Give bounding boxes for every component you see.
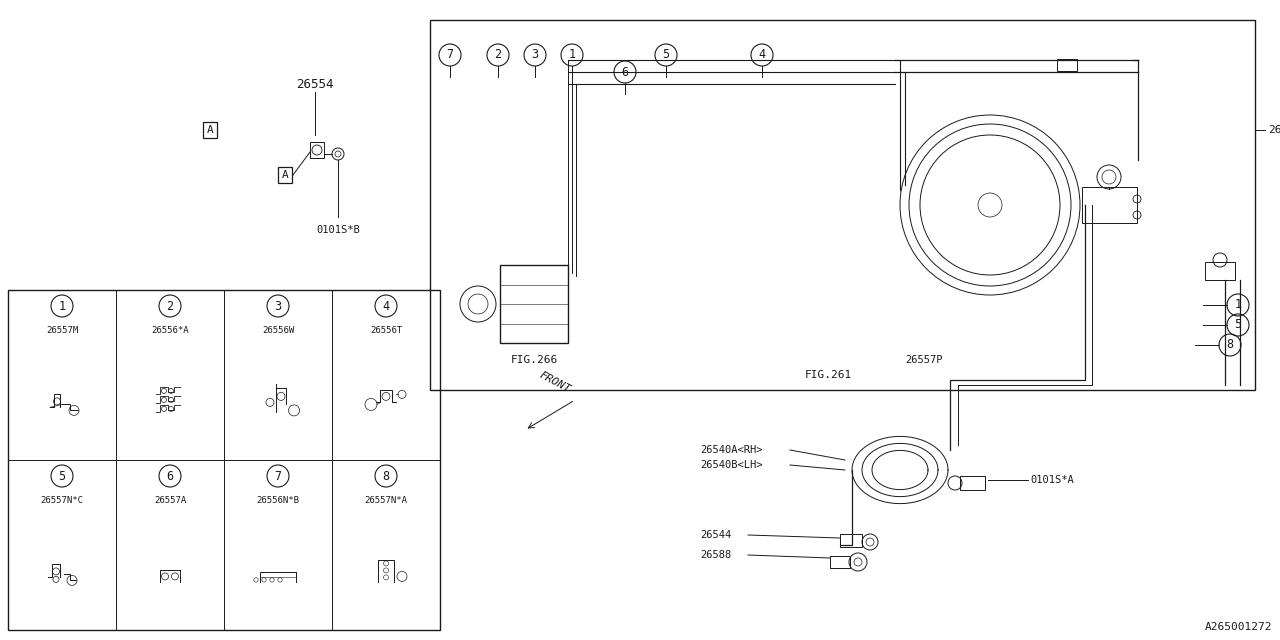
Bar [310,142,324,158]
Text: A265001272: A265001272 [1204,622,1272,632]
Bar [500,265,568,343]
Bar [1204,262,1235,280]
Text: 1: 1 [568,49,576,61]
Text: 2: 2 [166,300,174,312]
Text: 1: 1 [1234,298,1242,312]
Text: 26510A: 26510A [1268,125,1280,135]
Text: 5: 5 [1234,319,1242,332]
Text: 6: 6 [621,65,628,79]
Bar [960,476,986,490]
Text: 5: 5 [663,49,669,61]
Text: 26557N*C: 26557N*C [41,496,83,505]
Text: 0101S*B: 0101S*B [316,225,360,235]
Text: 2: 2 [494,49,502,61]
Text: A: A [282,170,288,180]
Text: 26556T: 26556T [370,326,402,335]
Bar [1082,187,1137,223]
Text: 7: 7 [447,49,453,61]
Text: 26540B<LH>: 26540B<LH> [700,460,763,470]
Text: 26557N*A: 26557N*A [365,496,407,505]
Text: 26557P: 26557P [905,355,942,365]
Text: 26557A: 26557A [154,496,186,505]
Text: 26540A<RH>: 26540A<RH> [700,445,763,455]
Bar [1056,59,1076,71]
Text: FIG.266: FIG.266 [511,355,558,365]
Text: 26544: 26544 [700,530,731,540]
Text: 0101S*A: 0101S*A [1030,475,1074,485]
Text: 7: 7 [274,470,282,483]
Text: 5: 5 [59,470,65,483]
Text: 8: 8 [383,470,389,483]
Text: 8: 8 [1226,339,1234,351]
Text: 26556W: 26556W [262,326,294,335]
Text: 4: 4 [759,49,765,61]
Text: A: A [206,125,214,135]
Bar [829,556,850,568]
Text: 1: 1 [59,300,65,312]
Text: FIG.261: FIG.261 [805,370,852,380]
Text: 26556*A: 26556*A [151,326,189,335]
Text: 6: 6 [166,470,174,483]
Text: 26554: 26554 [296,79,334,92]
Text: 26557M: 26557M [46,326,78,335]
Bar [8,290,440,630]
Bar [430,20,1254,390]
Text: FRONT: FRONT [538,371,572,395]
Text: 26588: 26588 [700,550,731,560]
Text: 26556N*B: 26556N*B [256,496,300,505]
Text: 3: 3 [274,300,282,312]
Text: 3: 3 [531,49,539,61]
Bar [840,534,861,547]
Text: 4: 4 [383,300,389,312]
